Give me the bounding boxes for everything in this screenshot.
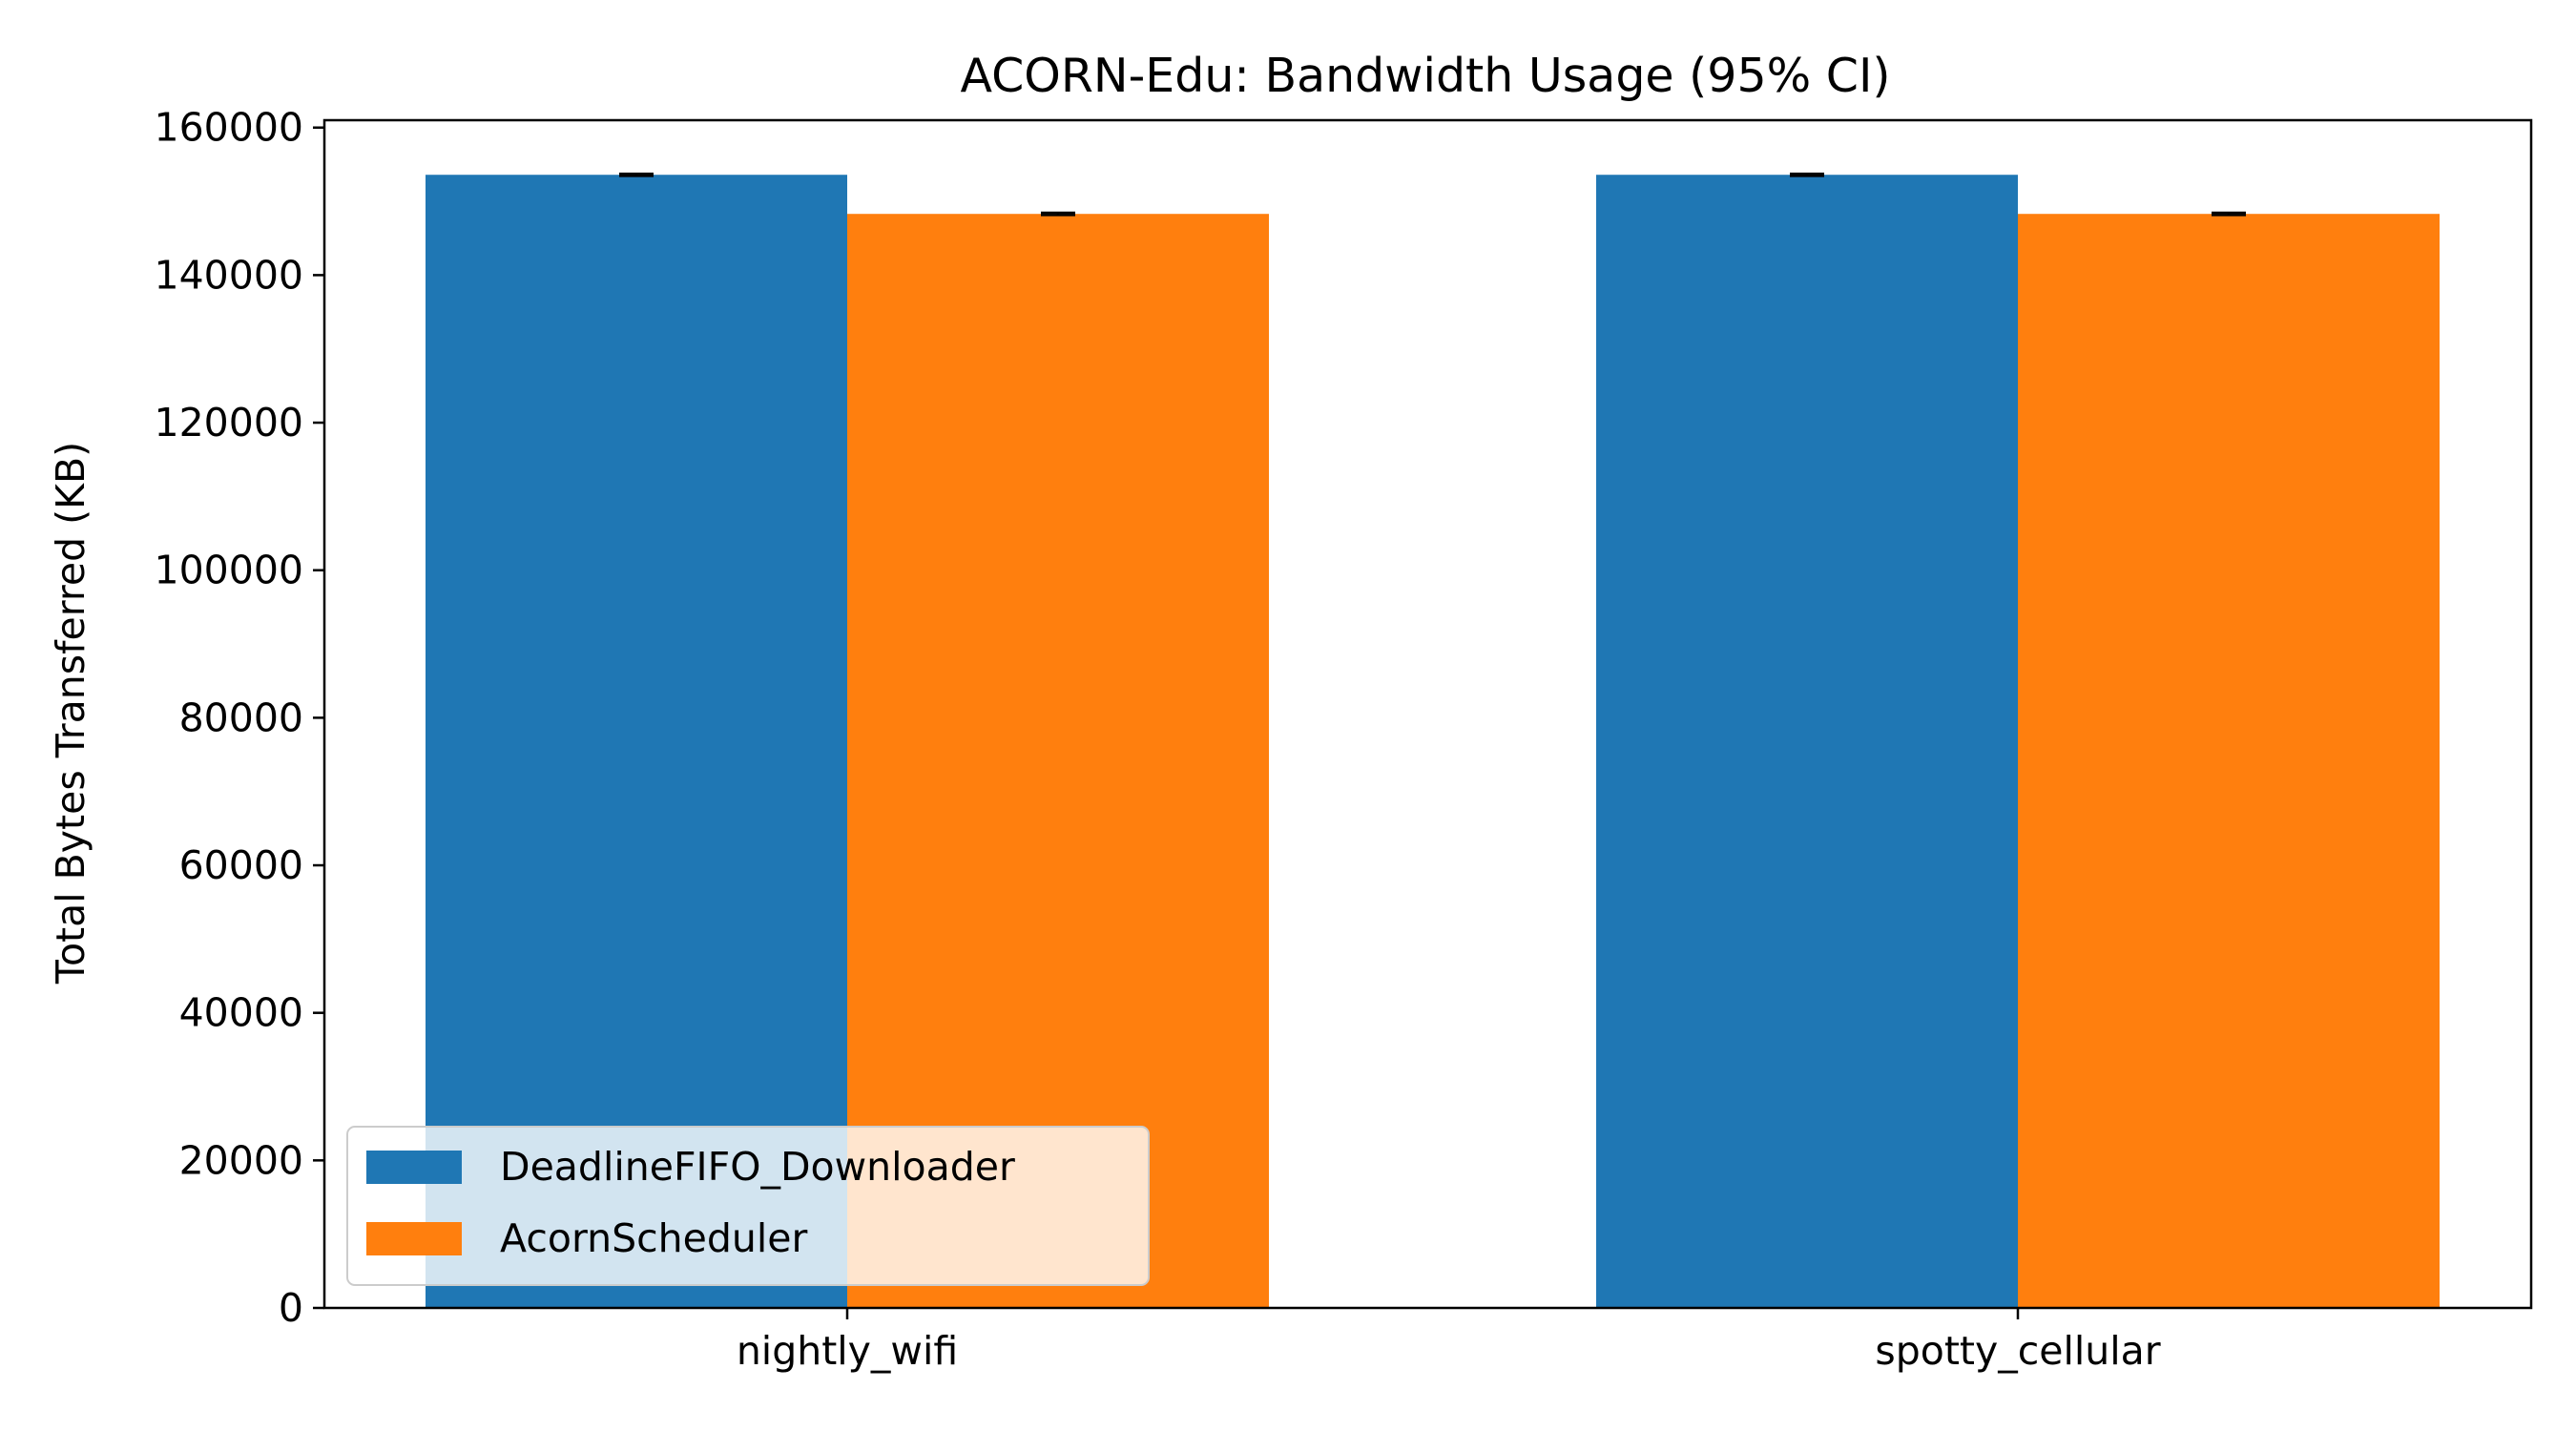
error-bar-DeadlineFIFO_Downloader-nightly_wifi [619,172,654,177]
x-tick-label: nightly_wifi [737,1328,958,1374]
legend-label-deadlinefifo: DeadlineFIFO_Downloader [500,1144,1015,1190]
legend-box [346,1126,1150,1286]
error-bar-DeadlineFIFO_Downloader-spotty_cellular [1790,172,1824,177]
bar-AcornScheduler-spotty_cellular [2018,214,2440,1309]
legend-swatch-deadlinefifo [366,1151,462,1184]
x-ticks-group: nightly_wifi spotty_cellular [737,1308,2161,1374]
y-tick-label: 160000 [154,105,303,151]
plot-frame [322,118,2533,1310]
legend: DeadlineFIFO_Downloader AcornScheduler [346,1126,1150,1286]
error-bars-group [619,172,2246,217]
bar-DeadlineFIFO_Downloader-spotty_cellular [1596,175,2018,1308]
bar-DeadlineFIFO_Downloader-nightly_wifi [426,175,847,1308]
y-tick-label: 40000 [179,990,303,1036]
y-tick-label: 120000 [154,400,303,446]
y-tick-label: 100000 [154,548,303,593]
error-bar-AcornScheduler-nightly_wifi [1041,211,1075,217]
y-tick-label: 20000 [179,1137,303,1183]
x-tick-label: spotty_cellular [1875,1328,2160,1374]
legend-swatch-acornscheduler [366,1222,462,1255]
legend-label-acornscheduler: AcornScheduler [500,1215,807,1261]
bar-AcornScheduler-nightly_wifi [847,214,1269,1309]
y-tick-label: 80000 [179,695,303,740]
y-tick-label: 0 [279,1285,303,1331]
y-axis-label: Total Bytes Transferred (KB) [48,442,93,985]
bars-group [426,175,2440,1309]
y-tick-label: 60000 [179,842,303,888]
y-tick-label: 140000 [154,252,303,298]
y-ticks-group: 0 20000 40000 60000 80000 100000 120000 140000 1… [154,105,324,1331]
chart-title: ACORN-Edu: Bandwidth Usage (95% CI) [960,49,1890,103]
error-bar-AcornScheduler-spotty_cellular [2212,211,2246,217]
